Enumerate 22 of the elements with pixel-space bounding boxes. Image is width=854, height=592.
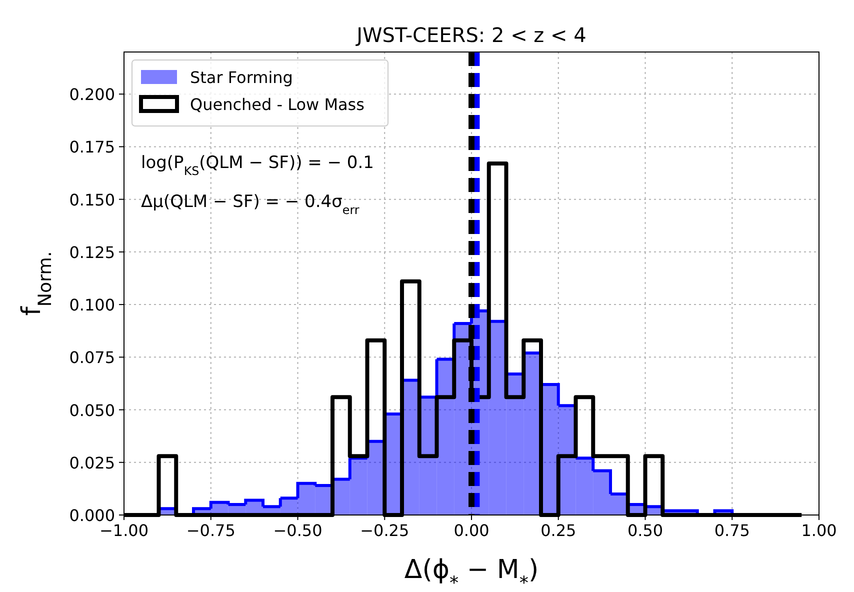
legend-label: Quenched - Low Mass [190, 95, 364, 114]
annotation: log(P$_{KS}$(QLM − SF)) = − 0.1 [141, 153, 374, 178]
y-tick-label: 0.050 [69, 400, 115, 420]
y-tick-label: 0.025 [69, 453, 115, 472]
x-axis-title: Δ(ϕ$_{*}$ − M$_{*}$) [404, 555, 539, 592]
x-tick-label: 0.75 [714, 521, 750, 540]
x-tick-label: 0.25 [540, 521, 576, 540]
x-tick-label: −0.25 [360, 521, 410, 540]
y-tick-label: 0.075 [69, 348, 115, 368]
x-tick-label: −0.75 [186, 521, 236, 540]
x-tick-label: 1.00 [801, 521, 837, 540]
legend-label: Star Forming [190, 68, 293, 87]
y-tick-label: 0.125 [69, 242, 115, 262]
x-tick-label: −0.50 [273, 521, 322, 540]
chart-title: JWST-CEERS: 2 < z < 4 [354, 23, 586, 47]
y-tick-label: 0.200 [69, 85, 115, 104]
y-tick-label: 0.150 [69, 190, 115, 210]
y-tick-label: 0.175 [69, 138, 115, 157]
y-tick-label: 0.100 [69, 296, 115, 315]
x-tick-label: 0.50 [627, 521, 664, 540]
x-tick-label: 0.00 [454, 521, 490, 540]
annotation: Δμ(QLM − SF) = − 0.4σ$_{err}$ [141, 192, 360, 217]
